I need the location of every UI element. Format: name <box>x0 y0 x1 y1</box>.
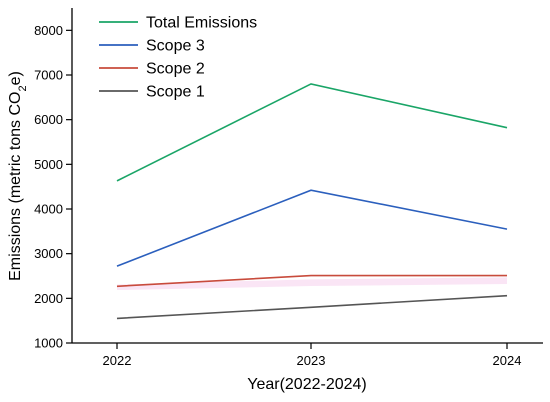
y-tick-label-1000: 1000 <box>34 336 63 351</box>
axes-layer <box>71 8 543 344</box>
y-tick-label-5000: 5000 <box>34 157 63 172</box>
legend-label-total-emissions: Total Emissions <box>146 15 257 32</box>
y-axis-title-suffix: e) <box>7 71 24 85</box>
legend-label-scope-3: Scope 3 <box>146 38 205 55</box>
x-axis-title: Year(2022-2024) <box>247 376 367 393</box>
scope-2-band-layer <box>117 277 507 291</box>
scope-2-band <box>117 277 507 291</box>
y-tick-label-7000: 7000 <box>34 68 63 83</box>
y-axis-title-subscript: 2 <box>17 85 29 91</box>
y-tick-label-8000: 8000 <box>34 23 63 38</box>
y-axis-title-main: Emissions (metric tons CO <box>7 91 24 280</box>
series-line-scope-3 <box>116 189 508 267</box>
x-tick-label-2022: 2022 <box>103 353 132 368</box>
y-tick-label-2000: 2000 <box>34 291 63 306</box>
series-layer <box>116 83 508 320</box>
series-line-scope-1 <box>116 294 508 320</box>
y-tick-label-6000: 6000 <box>34 112 63 127</box>
y-tick-label-4000: 4000 <box>34 202 63 217</box>
legend-label-scope-2: Scope 2 <box>146 61 205 78</box>
x-tick-label-2023: 2023 <box>297 353 326 368</box>
y-ticks-layer: 1000 2000 3000 4000 5000 6000 7000 8000 <box>34 23 72 351</box>
y-axis-title: Emissions (metric tons CO2e) <box>7 71 29 281</box>
y-tick-label-3000: 3000 <box>34 246 63 261</box>
x-tick-label-2024: 2024 <box>493 353 522 368</box>
legend-label-scope-1: Scope 1 <box>146 84 205 101</box>
x-ticks-layer: 2022 2023 2024 <box>103 343 522 368</box>
legend: Total Emissions Scope 3 Scope 2 Scope 1 <box>99 15 257 101</box>
